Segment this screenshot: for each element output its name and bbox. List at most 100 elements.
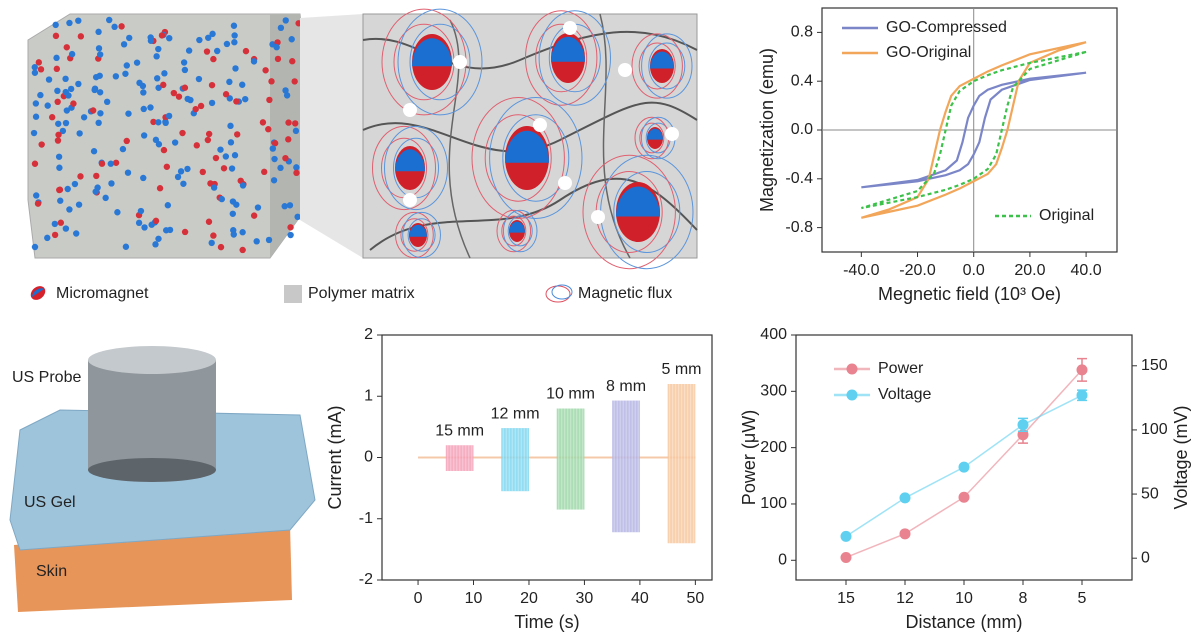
- x-axis-title: Distance (mm): [905, 612, 1022, 632]
- micromagnet-dot: [208, 81, 216, 89]
- x-tick-label: 40: [631, 590, 649, 607]
- flux-line: [471, 97, 565, 219]
- micromagnet-dot: [126, 34, 133, 42]
- micromagnet-dot: [118, 23, 125, 30]
- micromagnet-dot: [92, 73, 100, 81]
- y-tick-label: -1: [359, 510, 373, 527]
- flux-line: [631, 33, 683, 99]
- micromagnet-dot: [181, 66, 189, 74]
- micromagnet-dot: [208, 99, 216, 107]
- legend-label: GO-Compressed: [886, 19, 1007, 36]
- current-burst: [501, 428, 529, 492]
- crosslink: [533, 118, 547, 132]
- micromagnet-dot: [55, 120, 62, 127]
- micromagnet-dot: [205, 34, 212, 41]
- micromagnet-dot: [140, 105, 147, 113]
- series-line: [861, 50, 1087, 210]
- legend-label: Power: [878, 360, 924, 377]
- x-tick-label: 50: [686, 590, 704, 607]
- micromagnet-dot: [57, 219, 65, 226]
- micromagnet-dot: [286, 202, 294, 209]
- flux-line: [400, 218, 429, 252]
- micromagnet-dot: [175, 93, 183, 100]
- y-tick-label: 0.4: [791, 72, 813, 89]
- magnet-blue: [650, 51, 674, 69]
- micromagnet-dot: [71, 180, 79, 188]
- micromagnet-dot: [265, 126, 272, 133]
- micromagnet-dot: [262, 67, 269, 74]
- micromagnet-dot: [102, 194, 109, 202]
- micromagnet-dot: [73, 230, 80, 237]
- micromagnet-dot: [158, 32, 166, 39]
- burst-label: 8 mm: [606, 378, 646, 395]
- zoom-connector: [300, 14, 363, 258]
- flux-line: [502, 209, 538, 253]
- micromagnet-dots: [30, 16, 302, 254]
- micromagnet-dot: [97, 110, 104, 117]
- flux-line: [496, 209, 532, 253]
- micromagnet-dot: [52, 21, 59, 29]
- micromagnet-dot: [213, 47, 221, 55]
- micromagnet-dot: [62, 225, 70, 232]
- micromagnet-dot: [239, 182, 247, 189]
- legend-label: GO-Original: [886, 44, 971, 61]
- micromagnet-dot: [122, 70, 129, 77]
- micromagnet-dot: [163, 163, 171, 170]
- y-tick-label: -2: [359, 571, 373, 588]
- flux-line: [395, 211, 434, 259]
- burst-label: 15 mm: [435, 422, 484, 439]
- micromagnet-dot: [62, 119, 70, 127]
- micromagnet-dot: [294, 213, 301, 221]
- current-burst: [667, 384, 696, 544]
- y-tick-label: 0.8: [791, 24, 813, 41]
- micromagnet-dot: [253, 238, 260, 245]
- magnet-blue: [616, 186, 660, 217]
- micromagnet-dot: [212, 154, 220, 162]
- micromagnet-dot: [269, 145, 277, 152]
- flux-icon: [545, 285, 571, 303]
- micromagnet-dot: [147, 34, 154, 41]
- micromagnet-dot: [273, 44, 280, 51]
- micromagnet-dot: [37, 91, 44, 99]
- micromagnet-dot: [274, 39, 281, 46]
- magnet-blue: [509, 221, 525, 233]
- micromagnet-dot: [179, 129, 186, 137]
- micromagnet-dot: [239, 246, 246, 254]
- micromagnet-dot: [282, 87, 289, 94]
- micromagnet-dot: [220, 165, 228, 172]
- crosslink: [453, 55, 467, 69]
- micromagnet-dot: [277, 164, 284, 172]
- micromagnet-dot: [51, 220, 59, 228]
- micromagnet-dot: [52, 32, 60, 40]
- flux-line: [384, 125, 448, 211]
- micromagnet-dot: [62, 75, 69, 83]
- micromagnet-dot: [124, 169, 132, 176]
- point: [958, 491, 970, 503]
- flux-line: [409, 23, 471, 101]
- micromagnet-dot: [205, 130, 213, 138]
- micromagnet-dot: [31, 160, 39, 167]
- flux-line: [538, 10, 611, 106]
- x-tick-label: 0: [414, 590, 423, 607]
- micromagnet-dot: [293, 164, 300, 171]
- y-tick-label: 200: [760, 439, 787, 456]
- y-axis-title: Magnetization (emu): [757, 48, 777, 212]
- current-burst: [445, 445, 474, 471]
- micromagnet-dot: [289, 58, 296, 65]
- micromagnet-dot: [107, 160, 114, 167]
- flux-line: [638, 42, 676, 90]
- micromagnet-dot: [261, 168, 268, 176]
- micromagnet-dot: [228, 165, 236, 172]
- magnet-blue: [409, 224, 427, 237]
- micromagnet-dot: [282, 154, 289, 162]
- micromagnet-dot: [170, 89, 178, 97]
- micromagnet-dot: [250, 58, 258, 65]
- point: [1076, 389, 1088, 401]
- x-tick-label: 30: [576, 590, 594, 607]
- y-tick-label: 300: [760, 383, 787, 400]
- point: [840, 551, 852, 563]
- micromagnet-dot: [140, 174, 147, 182]
- micromagnet-dot: [68, 50, 76, 58]
- micromagnet-dot: [239, 229, 246, 236]
